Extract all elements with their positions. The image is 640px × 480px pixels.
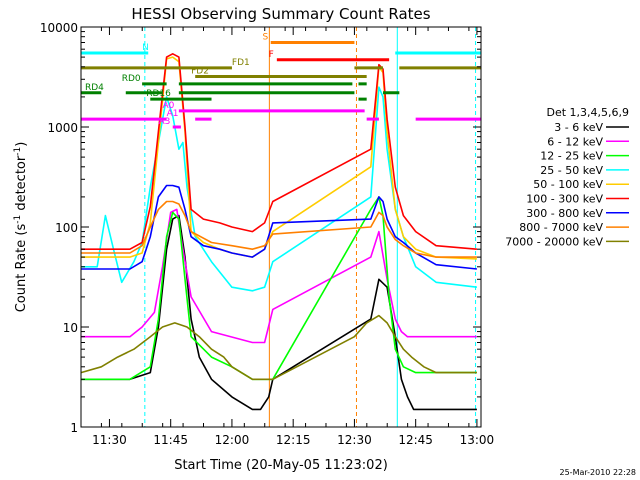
annotation-label-8: A0 <box>163 101 175 111</box>
legend-label-5: 100 - 300 keV <box>526 193 603 206</box>
data-series <box>80 52 477 411</box>
legend-label-2: 12 - 25 keV <box>540 150 603 163</box>
y-tick-label-2: 100 <box>55 221 78 235</box>
x-tick-label-0: 11:30 <box>92 433 127 447</box>
series-line-5 <box>81 52 477 250</box>
annotation-label-0: N <box>142 43 149 53</box>
legend-label-0: 3 - 6 keV <box>554 121 603 134</box>
x-tick-label-4: 12:30 <box>337 433 372 447</box>
annotation-label-3: FD1 <box>232 58 250 68</box>
x-axis-label: Start Time (20-May-05 11:23:02) <box>174 458 388 473</box>
footer-timestamp: 25-Mar-2010 22:28 <box>560 468 637 477</box>
series-line-6 <box>81 184 477 270</box>
series-line-8 <box>80 314 477 381</box>
series-line-1 <box>81 208 477 344</box>
x-tick-label-1: 11:45 <box>153 433 188 447</box>
legend-label-4: 50 - 100 keV <box>533 178 603 191</box>
legend-label-8: 7000 - 20000 keV <box>505 235 603 248</box>
y-axis-label: Count Rate (s-1 detector-1) <box>13 142 29 313</box>
axes: 11:30 11:45 12:00 12:15 12:30 12:45 13:00 1 10 10… <box>40 21 494 447</box>
legend-label-1: 6 - 12 keV <box>547 135 603 148</box>
annotation-label-4: FD2 <box>191 66 209 76</box>
y-axis-label-sup1: -1 <box>13 215 23 224</box>
y-tick-label-1: 10 <box>63 321 78 335</box>
x-tick-label-5: 12:45 <box>398 433 433 447</box>
annotation-label-7: RD16 <box>146 89 171 99</box>
annotation-label-10: A3 <box>158 117 170 127</box>
y-axis-label-sup2: -1 <box>13 147 23 156</box>
y-axis-label-end: ) <box>14 142 29 147</box>
x-tick-label-6: 13:00 <box>460 433 495 447</box>
annotation-label-6: RD4 <box>85 83 104 93</box>
annotation-label-9: A1 <box>167 109 179 119</box>
y-axis-label-mid: detector <box>14 155 29 215</box>
annotation-label-1: S <box>263 32 269 42</box>
annotation-label-2: F <box>269 50 274 60</box>
x-tick-label-2: 12:00 <box>215 433 250 447</box>
chart-title: HESSI Observing Summary Count Rates <box>131 5 430 23</box>
annotation-label-5: RD0 <box>122 74 141 84</box>
series-line-0 <box>81 214 477 411</box>
legend-label-7: 800 - 7000 keV <box>519 221 603 234</box>
y-tick-label-3: 1000 <box>47 121 78 135</box>
y-tick-label-0: 1 <box>70 421 78 435</box>
legend-label-6: 300 - 800 keV <box>526 207 603 220</box>
y-tick-label-4: 10000 <box>40 21 78 35</box>
x-tick-label-3: 12:15 <box>276 433 311 447</box>
legend-label-3: 25 - 50 keV <box>540 164 603 177</box>
series-line-7 <box>81 200 477 258</box>
y-axis-label-main: Count Rate (s <box>14 224 29 313</box>
legend-title: Det 1,3,4,5,6,9 <box>546 106 629 119</box>
